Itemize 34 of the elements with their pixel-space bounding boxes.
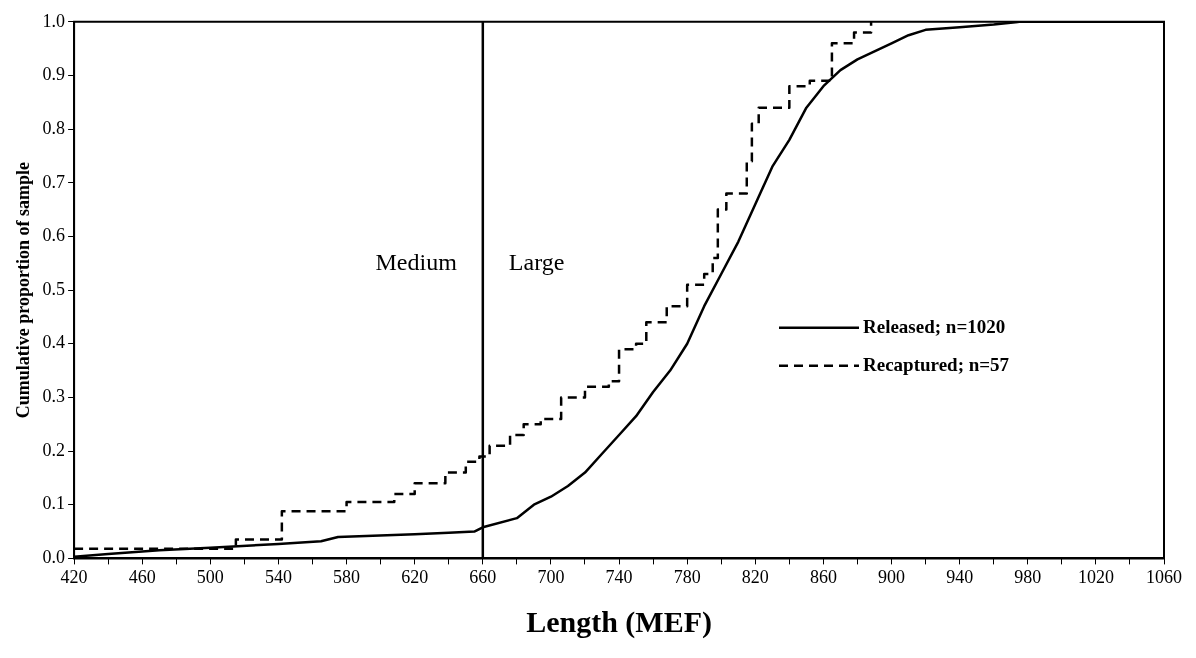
x-tick-label: 820	[741, 566, 769, 587]
x-tick-label: 860	[809, 566, 837, 587]
x-tick-label: 780	[673, 566, 701, 587]
x-axis-title: Length (MEF)	[526, 604, 712, 639]
legend-label: Recaptured; n=57	[863, 353, 1010, 375]
annotation: Medium	[375, 248, 458, 275]
x-tick-label: 540	[264, 566, 292, 587]
y-tick-label: 0.5	[42, 278, 66, 299]
y-tick-label: 0.1	[42, 493, 66, 514]
x-tick-label: 1060	[1146, 566, 1182, 587]
x-tick-label: 420	[60, 566, 88, 587]
x-tick-label: 580	[333, 566, 361, 587]
annotation: Large	[508, 248, 565, 275]
x-tick-label: 900	[878, 566, 906, 587]
x-tick-label: 660	[469, 566, 497, 587]
y-tick-label: 0.4	[42, 332, 66, 353]
y-tick-label: 0.8	[42, 117, 66, 138]
x-tick-label: 940	[946, 566, 974, 587]
y-tick-label: 0.6	[42, 225, 66, 246]
y-tick-label: 0.3	[42, 386, 66, 407]
x-tick-label: 500	[196, 566, 224, 587]
x-tick-label: 620	[401, 566, 429, 587]
y-tick-label: 0.9	[42, 64, 66, 85]
x-tick-label: 460	[128, 566, 156, 587]
y-tick-label: 0.7	[42, 171, 66, 192]
legend-label: Released; n=1020	[863, 315, 1006, 337]
y-axis-title: Cumulative proportion of sample	[13, 162, 34, 419]
x-tick-label: 700	[537, 566, 565, 587]
x-tick-label: 1020	[1077, 566, 1114, 587]
y-tick-label: 1.0	[42, 10, 66, 31]
y-tick-label: 0.2	[42, 439, 66, 460]
x-tick-label: 980	[1014, 566, 1042, 587]
x-tick-label: 740	[605, 566, 633, 587]
y-tick-label: 0.0	[42, 547, 66, 568]
